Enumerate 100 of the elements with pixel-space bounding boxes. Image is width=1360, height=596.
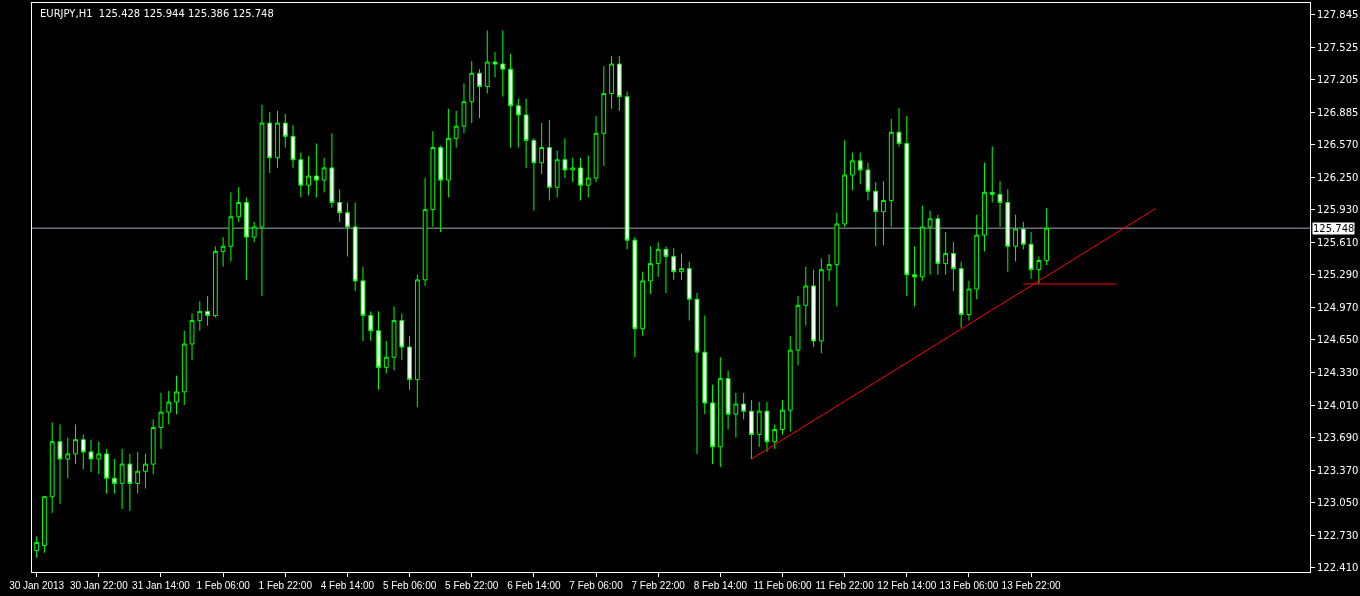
y-tick-label: 126.885 [1317, 106, 1359, 118]
candlestick [321, 157, 327, 193]
candlestick [982, 162, 987, 252]
candlestick [282, 113, 288, 149]
candlestick [461, 82, 467, 134]
candlestick [1013, 214, 1018, 263]
candlestick [601, 65, 607, 167]
candlestick [484, 29, 490, 95]
candlestick [42, 496, 47, 554]
candlestick [143, 453, 148, 490]
candlestick [360, 266, 366, 342]
y-tick-label: 125.930 [1317, 204, 1359, 216]
candlestick [663, 245, 669, 294]
candlestick [873, 181, 879, 247]
candlestick [438, 145, 444, 233]
y-tick-label: 122.410 [1317, 562, 1359, 574]
candlestick [686, 261, 692, 322]
candlestick [655, 241, 661, 278]
candlestick [772, 423, 778, 450]
candlestick [585, 155, 591, 198]
x-tick-label: 1 Feb 06:00 [196, 580, 251, 591]
candlestick [259, 104, 265, 297]
candlestick [679, 252, 684, 281]
candlestick [1028, 231, 1034, 280]
candlestick [290, 124, 296, 169]
candlestick [702, 314, 708, 415]
candlestick [904, 115, 910, 297]
candlestick [430, 130, 436, 228]
candlestick [228, 191, 234, 263]
candlestick [267, 111, 273, 174]
candlestick [764, 401, 770, 453]
candlestick [919, 205, 925, 282]
y-tick-label: 123.370 [1317, 464, 1359, 476]
x-tick-label: 7 Feb 22:00 [631, 580, 686, 591]
candlestick [298, 152, 304, 198]
x-tick-label: 31 Jan 14:00 [132, 580, 191, 591]
candlestick [935, 214, 941, 276]
x-tick-label: 6 Feb 14:00 [507, 580, 562, 591]
candlestick [34, 535, 40, 559]
y-tick-label: 127.845 [1317, 9, 1359, 21]
y-tick-label: 125.290 [1317, 269, 1359, 281]
candlestick [422, 177, 428, 287]
candlestick [174, 375, 179, 415]
candlestick [251, 221, 257, 243]
candlestick [756, 401, 762, 448]
candlestick [119, 448, 125, 510]
candlestick [515, 98, 521, 149]
candlestick [616, 55, 622, 112]
y-tick-label: 123.690 [1317, 432, 1359, 444]
candlestick [135, 451, 141, 495]
candlestick [383, 340, 389, 375]
candlestick [508, 53, 513, 149]
candlestick [896, 107, 902, 148]
candlestick [1020, 221, 1026, 250]
candlestick [244, 196, 249, 281]
x-tick-label: 30 Jan 22:00 [69, 580, 129, 591]
y-tick-label: 124.650 [1317, 334, 1359, 346]
candlestick [111, 458, 117, 495]
candlestick [391, 305, 397, 371]
candlestick [562, 137, 568, 179]
candlestick [780, 399, 785, 436]
candlestick [189, 312, 195, 361]
candlestick [570, 157, 576, 183]
x-tick-label: 7 Feb 06:00 [569, 580, 624, 591]
candlestick [306, 155, 311, 196]
candlestick [927, 210, 933, 276]
candlestick [857, 152, 863, 185]
x-tick-label: 13 Feb 22:00 [1001, 580, 1061, 591]
candlestick [749, 399, 754, 460]
candlestick [694, 292, 700, 455]
candlestick [236, 186, 242, 223]
candlestick [717, 356, 723, 468]
candlestick [733, 392, 739, 439]
x-tick-label: 12 Feb 14:00 [877, 580, 937, 591]
candlestick [446, 108, 451, 198]
y-tick-label: 124.010 [1317, 399, 1359, 411]
candlestick [158, 392, 164, 450]
candlestick [888, 118, 894, 228]
x-tick-label: 4 Feb 14:00 [320, 580, 375, 591]
candlestick [834, 212, 840, 307]
candlestick [795, 295, 801, 366]
candlestick [958, 261, 964, 329]
candlestick [974, 214, 980, 300]
x-tick-label: 11 Feb 06:00 [753, 580, 813, 591]
candlestick [912, 245, 917, 307]
candlestick [500, 29, 506, 98]
candlestick [671, 247, 677, 281]
y-tick-label: 126.250 [1317, 171, 1359, 183]
candlestick [453, 110, 459, 149]
candlestick [469, 60, 475, 124]
ref-line-label: 125.748 [1313, 223, 1355, 234]
candlestick [275, 110, 280, 169]
text: EURJPY,H1 125.428 125.944 125.386 125.748 [40, 8, 274, 19]
candlestick [539, 122, 545, 175]
candlestick [531, 137, 537, 212]
candlestick [345, 202, 350, 257]
candlestick [65, 437, 71, 479]
candlestick [523, 98, 529, 169]
candlestick [376, 310, 381, 391]
x-tick-label: 30 Jan 2013 [9, 580, 65, 591]
